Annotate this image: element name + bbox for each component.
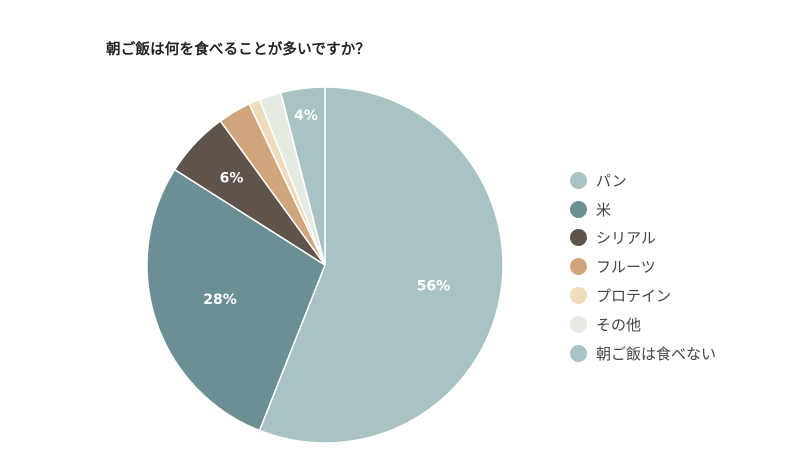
legend-item-fruit[interactable]: フルーツ [570,252,716,281]
legend-swatch-icon [570,344,587,362]
legend-swatch-icon [570,229,587,247]
legend-swatch-icon [570,315,587,333]
legend-swatch-icon [570,200,587,218]
pie-data-label: 6% [220,170,244,186]
legend-label: その他 [596,315,642,334]
legend-item-protein[interactable]: プロテイン [570,281,716,310]
legend-item-other[interactable]: その他 [570,310,716,339]
pie-slices [146,86,504,444]
pie-data-label: 28% [203,292,237,308]
pie-slice-6[interactable] [279,86,326,266]
legend-label: プロテイン [596,287,672,306]
legend-item-rice[interactable]: 米 [570,195,716,224]
legend-label: パン [596,171,627,190]
legend-label: 朝ご飯は食べない [596,344,717,363]
legend-swatch-icon [570,287,587,305]
legend-item-pan[interactable]: パン [570,166,716,195]
legend: パン 米 シリアル フルーツ プロテイン その他 朝ご飯は食べない [570,166,716,368]
chart-title: 朝ご飯は何を食べることが多いですか？ [106,42,371,58]
pie-slice-1[interactable] [146,168,326,432]
legend-label: シリアル [596,229,656,248]
pie-data-label: 56% [417,279,451,295]
legend-swatch-icon [570,258,587,276]
legend-item-cereal[interactable]: シリアル [570,224,716,253]
legend-item-no-breakfast[interactable]: 朝ご飯は食べない [570,339,716,368]
pie-slice-0[interactable] [258,86,504,444]
pie-data-labels: 56% 28% 6% 4% [203,108,450,308]
pie-data-label: 4% [294,108,318,124]
legend-swatch-icon [570,171,587,189]
legend-label: フルーツ [596,258,656,277]
legend-label: 米 [596,200,612,219]
